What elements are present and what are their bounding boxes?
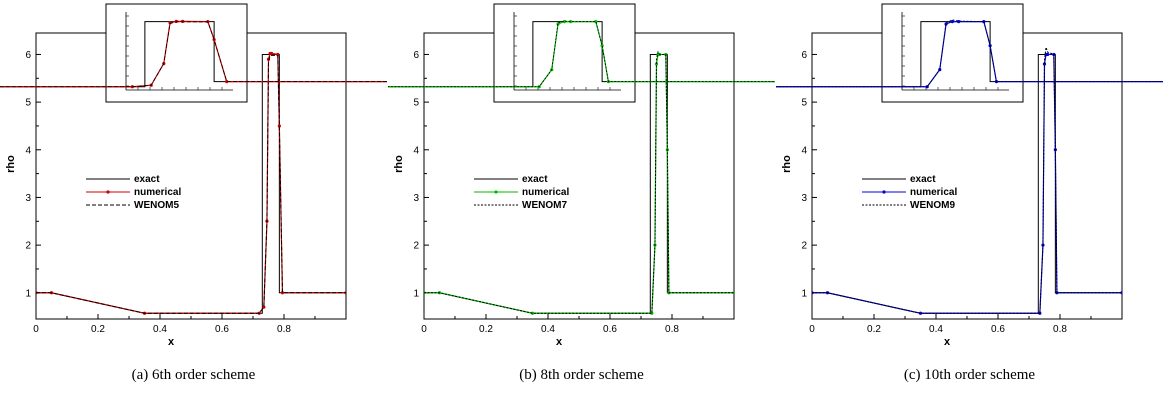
- legend-label-numerical: numerical: [134, 187, 181, 198]
- legend-label-numerical: numerical: [910, 187, 957, 198]
- y-tick-label: 3: [801, 193, 807, 204]
- legend-marker: [106, 190, 110, 194]
- legend-label-wenom5: WENOM5: [134, 200, 179, 211]
- x-tick-label: 0.8: [277, 324, 291, 335]
- x-tick-label: 0.6: [603, 324, 617, 335]
- series-wenom7-line: [424, 50, 734, 314]
- inset-plot: [776, 19, 1163, 89]
- x-tick-label: 0.8: [665, 324, 679, 335]
- caption-a: (a) 6th order scheme: [131, 367, 256, 383]
- y-tick-label: 2: [801, 241, 807, 252]
- legend-label-wenom7: WENOM7: [522, 200, 567, 211]
- x-tick-label: 0.4: [929, 324, 943, 335]
- y-tick-label: 5: [801, 98, 807, 109]
- y-tick-label: 4: [801, 145, 807, 156]
- series-numerical-point: [225, 80, 229, 84]
- x-tick-label: 0: [809, 324, 815, 335]
- series-numerical-point: [982, 20, 986, 24]
- series-numerical-line: [776, 21, 1163, 88]
- y-tick-label: 2: [413, 241, 419, 252]
- x-tick-label: 0: [33, 324, 39, 335]
- y-axis-title: rho: [5, 155, 17, 173]
- y-tick-label: 5: [25, 98, 31, 109]
- y-tick-label: 6: [413, 50, 419, 61]
- y-tick-label: 3: [413, 193, 419, 204]
- plot-area: [36, 51, 346, 315]
- series-numerical-point: [654, 62, 659, 66]
- inset-plot: [388, 20, 775, 89]
- legend-label-exact: exact: [134, 174, 160, 185]
- x-tick-label: 0.6: [991, 324, 1005, 335]
- series-numerical-point: [277, 124, 281, 128]
- legend-marker: [882, 190, 886, 194]
- series-wenom5-line: [36, 54, 346, 314]
- panel-a: 0 0.2 0.4 0.6 0.8 1 2 3 4 5 6 x rho exact numerical WEN…: [0, 0, 387, 394]
- y-tick-label: 2: [25, 241, 31, 252]
- inset-frame: [493, 3, 636, 103]
- panel-c: 0 0.2 0.4 0.6 0.8 1 2 3 4 5 6 x rho exact numerical WEN…: [776, 0, 1163, 394]
- plot-area: [812, 47, 1122, 315]
- x-tick-label: 0.8: [1053, 324, 1067, 335]
- legend-label-exact: exact: [522, 174, 548, 185]
- series-numerical-point: [556, 22, 560, 26]
- x-tick-label: 0.2: [867, 324, 881, 335]
- y-tick-label: 4: [413, 145, 419, 156]
- series-numerical-point: [944, 22, 948, 26]
- x-tick-label: 0.6: [215, 324, 229, 335]
- chart-a: 0 0.2 0.4 0.6 0.8 1 2 3 4 5 6 x rho exact numerical WEN…: [0, 3, 387, 348]
- y-tick-label: 5: [413, 98, 419, 109]
- caption-b: (b) 8th order scheme: [519, 367, 644, 383]
- y-tick-label: 1: [413, 288, 419, 299]
- series-numerical-point: [600, 44, 604, 48]
- inset-plot: [0, 19, 387, 89]
- series-numerical-point: [918, 311, 923, 315]
- legend-label-exact: exact: [910, 174, 936, 185]
- x-axis-title: x: [556, 336, 563, 348]
- series-numerical-point: [650, 311, 654, 315]
- series-exact-line: [776, 21, 1163, 88]
- x-tick-label: 0.2: [91, 324, 105, 335]
- x-tick-label: 0.2: [479, 324, 493, 335]
- x-tick-label: 0: [421, 324, 427, 335]
- plot-area: [424, 50, 734, 315]
- y-tick-label: 6: [25, 50, 31, 61]
- series-numerical-point: [950, 20, 954, 24]
- series-wenom9-line: [812, 47, 1122, 314]
- caption-c: (c) 10th order scheme: [903, 367, 1036, 383]
- x-axis-title: x: [944, 336, 951, 348]
- y-tick-label: 1: [25, 288, 31, 299]
- series-numerical-point: [270, 51, 274, 56]
- series-numerical-point: [1038, 311, 1042, 315]
- series-numerical-point: [262, 305, 266, 309]
- series-numerical-point: [181, 19, 185, 23]
- series-numerical-point: [1120, 291, 1122, 295]
- chart-c: 0 0.2 0.4 0.6 0.8 1 2 3 4 5 6 x rho exact numerical WEN…: [776, 3, 1163, 348]
- series-numerical-line: [388, 21, 775, 88]
- series-numerical-point: [1046, 52, 1050, 57]
- series-wenom5-line: [0, 21, 387, 88]
- series-exact-line: [0, 21, 387, 88]
- legend-label-wenom9: WENOM9: [910, 200, 955, 211]
- series-numerical-point: [280, 291, 285, 295]
- chart-b: 0 0.2 0.4 0.6 0.8 1 2 3 4 5 6 x rho exact numerical WEN…: [388, 3, 775, 348]
- legend-marker: [494, 190, 498, 194]
- y-axis-title: rho: [781, 155, 793, 173]
- series-numerical-point: [594, 20, 598, 24]
- y-axis-title: rho: [393, 155, 405, 173]
- y-tick-label: 6: [801, 50, 807, 61]
- x-axis-title: x: [168, 336, 175, 348]
- series-numerical-point: [530, 311, 535, 315]
- y-tick-label: 3: [25, 193, 31, 204]
- x-tick-label: 0.4: [541, 324, 555, 335]
- series-numerical-point: [1042, 62, 1047, 66]
- x-tick-label: 0.4: [153, 324, 167, 335]
- y-tick-label: 4: [25, 145, 31, 156]
- y-tick-label: 1: [801, 288, 807, 299]
- series-numerical-point: [569, 20, 573, 24]
- series-exact-line: [388, 21, 775, 88]
- legend-label-numerical: numerical: [522, 187, 569, 198]
- panel-b: 0 0.2 0.4 0.6 0.8 1 2 3 4 5 6 x rho exact numerical WEN…: [388, 0, 775, 394]
